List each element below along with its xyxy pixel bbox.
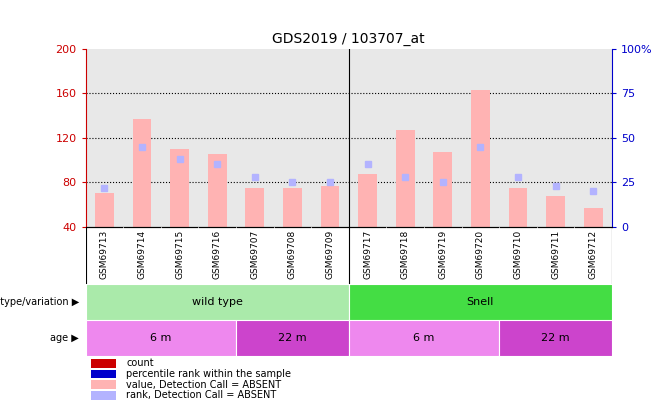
- Bar: [91, 380, 116, 389]
- Bar: [91, 359, 116, 368]
- Bar: [236, 320, 349, 356]
- Text: percentile rank within the sample: percentile rank within the sample: [126, 369, 291, 379]
- Text: 22 m: 22 m: [278, 333, 307, 343]
- Bar: [283, 188, 302, 227]
- Text: 6 m: 6 m: [150, 333, 172, 343]
- Title: GDS2019 / 103707_at: GDS2019 / 103707_at: [272, 32, 425, 46]
- Text: GSM69708: GSM69708: [288, 230, 297, 279]
- Bar: [86, 320, 236, 356]
- Text: 22 m: 22 m: [542, 333, 570, 343]
- Text: rank, Detection Call = ABSENT: rank, Detection Call = ABSENT: [126, 390, 276, 400]
- Text: GSM69720: GSM69720: [476, 230, 485, 279]
- Bar: [245, 188, 264, 227]
- Bar: [358, 175, 377, 227]
- Bar: [91, 369, 116, 378]
- Bar: [395, 130, 415, 227]
- Text: age ▶: age ▶: [50, 333, 79, 343]
- Bar: [132, 119, 151, 227]
- Text: GSM69716: GSM69716: [213, 230, 222, 279]
- Text: GSM69713: GSM69713: [100, 230, 109, 279]
- Bar: [170, 149, 189, 227]
- Bar: [349, 320, 499, 356]
- Text: wild type: wild type: [191, 297, 243, 307]
- Text: GSM69711: GSM69711: [551, 230, 560, 279]
- Text: GSM69712: GSM69712: [589, 230, 597, 279]
- Bar: [434, 152, 452, 227]
- Text: GSM69714: GSM69714: [138, 230, 147, 279]
- Bar: [471, 90, 490, 227]
- Text: GSM69715: GSM69715: [175, 230, 184, 279]
- Bar: [499, 320, 612, 356]
- Bar: [208, 154, 226, 227]
- Text: GSM69710: GSM69710: [513, 230, 522, 279]
- Text: GSM69709: GSM69709: [326, 230, 334, 279]
- Text: GSM69717: GSM69717: [363, 230, 372, 279]
- Bar: [509, 188, 527, 227]
- Text: 6 m: 6 m: [413, 333, 435, 343]
- Bar: [95, 194, 114, 227]
- Text: GSM69718: GSM69718: [401, 230, 410, 279]
- Text: Snell: Snell: [467, 297, 494, 307]
- Bar: [546, 196, 565, 227]
- Bar: [349, 284, 612, 320]
- Text: GSM69707: GSM69707: [250, 230, 259, 279]
- Text: genotype/variation ▶: genotype/variation ▶: [0, 297, 79, 307]
- Bar: [584, 208, 603, 227]
- Text: count: count: [126, 358, 153, 368]
- Text: GSM69719: GSM69719: [438, 230, 447, 279]
- Bar: [91, 391, 116, 400]
- Bar: [86, 284, 349, 320]
- Bar: [320, 185, 340, 227]
- Text: value, Detection Call = ABSENT: value, Detection Call = ABSENT: [126, 379, 281, 390]
